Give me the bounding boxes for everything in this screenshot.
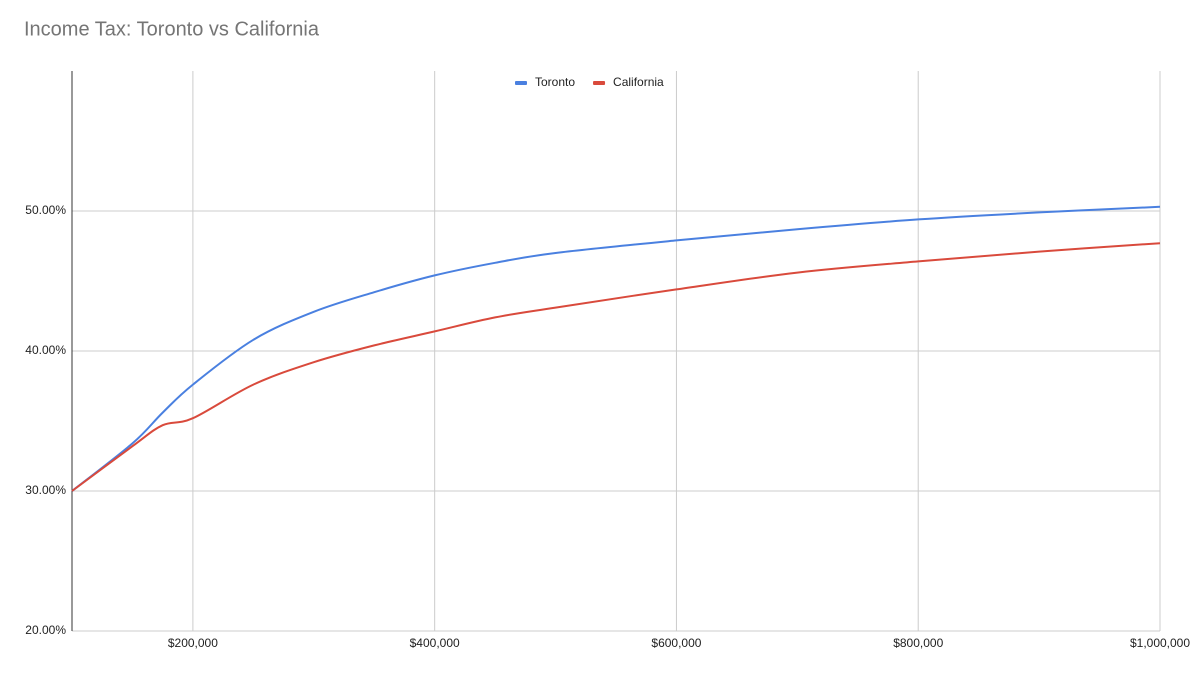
y-tick-label: 40.00% bbox=[25, 343, 66, 357]
chart-title: Income Tax: Toronto vs California bbox=[24, 18, 320, 40]
y-tick-label: 30.00% bbox=[25, 483, 66, 497]
x-tick-label: $600,000 bbox=[651, 636, 701, 650]
x-tick-label: $200,000 bbox=[168, 636, 218, 650]
x-tick-label: $400,000 bbox=[410, 636, 460, 650]
x-tick-label: $1,000,000 bbox=[1130, 636, 1190, 650]
series-line bbox=[71, 242, 1161, 492]
x-tick-label: $800,000 bbox=[893, 636, 943, 650]
legend-swatch bbox=[515, 81, 527, 85]
series-line bbox=[71, 205, 1161, 492]
legend-label: Toronto bbox=[535, 75, 575, 89]
legend-swatch bbox=[593, 81, 606, 85]
y-tick-label: 20.00% bbox=[25, 623, 66, 637]
legend-label: California bbox=[613, 75, 664, 89]
y-tick-label: 50.00% bbox=[25, 203, 66, 217]
